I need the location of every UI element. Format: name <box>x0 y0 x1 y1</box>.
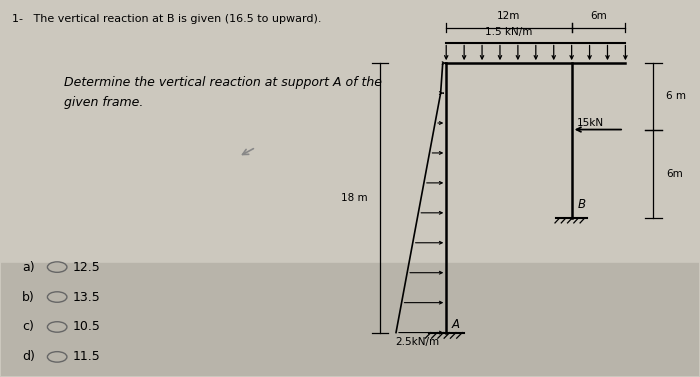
Text: 6m: 6m <box>666 169 682 179</box>
Text: 2.5kN/m: 2.5kN/m <box>395 337 439 347</box>
Text: Determine the vertical reaction at support A of the
given frame.: Determine the vertical reaction at suppo… <box>64 76 382 109</box>
Text: 13.5: 13.5 <box>73 291 100 303</box>
Text: 12.5: 12.5 <box>73 261 100 274</box>
Text: 6 m: 6 m <box>666 91 686 101</box>
Text: 12m: 12m <box>497 11 521 21</box>
Text: 10.5: 10.5 <box>73 320 100 334</box>
Text: A: A <box>452 318 460 331</box>
Text: 1-   The vertical reaction at B is given (16.5 to upward).: 1- The vertical reaction at B is given (… <box>12 14 321 25</box>
Text: B: B <box>578 198 585 211</box>
Text: 1.5 kN/m: 1.5 kN/m <box>485 27 533 37</box>
Text: d): d) <box>22 350 35 363</box>
Text: 6m: 6m <box>590 11 607 21</box>
Text: 11.5: 11.5 <box>73 350 100 363</box>
Text: 18 m: 18 m <box>341 193 368 203</box>
Text: 15kN: 15kN <box>578 118 604 128</box>
Text: b): b) <box>22 291 35 303</box>
Bar <box>1 264 699 375</box>
Text: c): c) <box>22 320 34 334</box>
Text: a): a) <box>22 261 35 274</box>
